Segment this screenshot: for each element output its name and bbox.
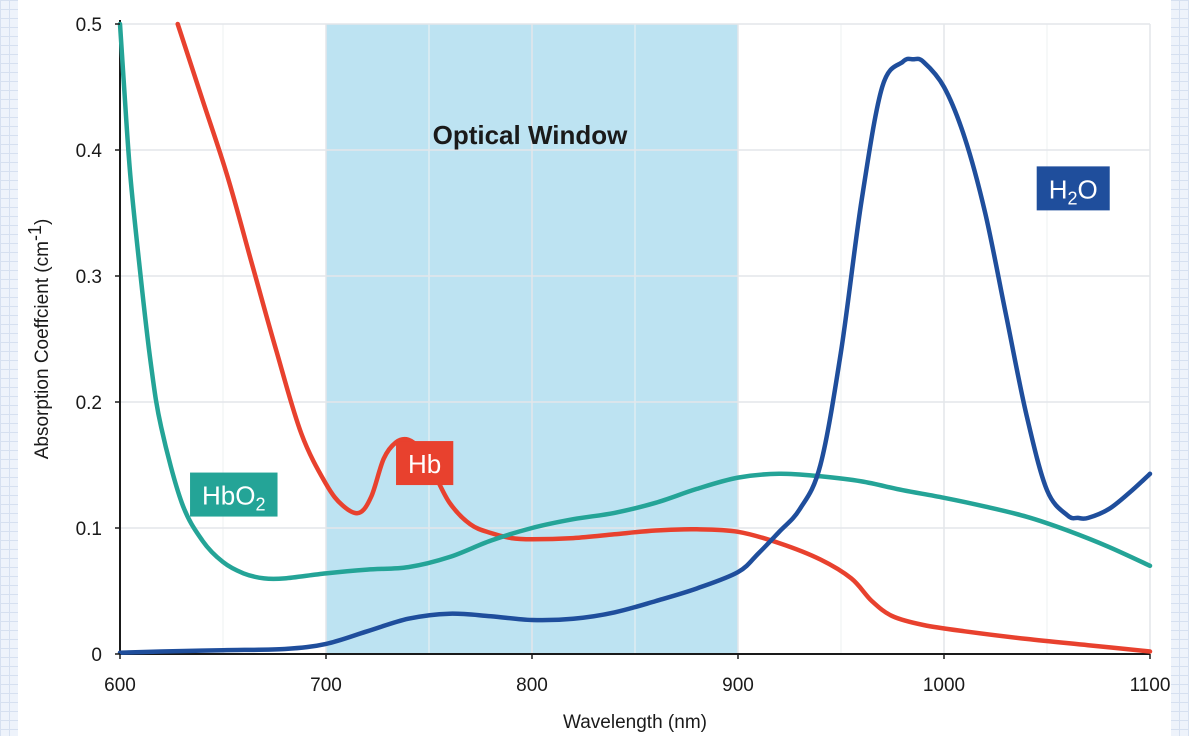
series-label-tail-h2o: O [1077,174,1097,204]
axis-layer [119,20,1150,655]
y-axis-title: Absorption Coeffcient (cm-1) [25,219,53,460]
series-label-text-hb: Hb [408,449,441,479]
series-label-hb: Hb [396,441,454,486]
x-tick-label-700: 700 [310,675,342,696]
y-tick-label-0: 0 [91,645,102,666]
series-label-main-h2o: H [1049,174,1068,204]
y-tick-label-0.1: 0.1 [76,519,102,540]
series-label-box-hb [396,441,454,486]
series-layer [117,21,1153,655]
y-tick-label-0.4: 0.4 [76,141,103,162]
series-line-hb [175,21,1153,654]
series-label-text-hbo2: HbO2 [202,481,265,515]
x-axis-title: Wavelength (nm) [563,712,707,733]
series-line-h2o [117,56,1153,655]
series-label-box-hbo2 [190,472,278,517]
x-tick-label-900: 900 [722,675,754,696]
chart-card: Optical Window Hb HbO2 H2O 600 700 800 900 100… [18,0,1171,736]
series-label-hbo2: HbO2 [190,472,278,517]
y-tick-label-0.2: 0.2 [76,393,102,414]
series-label-sub-hbo2: 2 [256,495,266,515]
series-label-h2o: H2O [1036,166,1110,211]
optical-window-label: Optical Window [433,120,629,150]
tick-labels: 600 700 800 900 1000 1100 0 0.1 0.2 0.3 0.4 0.5 [76,15,1171,696]
y-axis-title-close: ) [32,219,53,225]
y-tick-label-0.5: 0.5 [76,15,102,36]
x-tick-label-800: 800 [516,675,548,696]
y-axis-title-superscript: -1 [25,225,45,241]
y-axis-title-main: Absorption Coeffcient (cm [32,241,53,459]
series-label-main-hbo2: HbO [202,481,255,511]
x-tick-label-600: 600 [104,675,136,696]
series-label-box-h2o [1036,166,1110,211]
series-label-sub-h2o: 2 [1067,188,1077,208]
x-tick-label-1100: 1100 [1130,675,1171,696]
series-label-text-h2o: H2O [1049,174,1098,208]
y-tick-label-0.3: 0.3 [76,267,102,288]
grid-layer [119,23,1151,655]
series-line-hbo2 [117,21,1153,582]
x-tick-label-1000: 1000 [923,675,965,696]
series-label-main-hb: Hb [408,449,441,479]
